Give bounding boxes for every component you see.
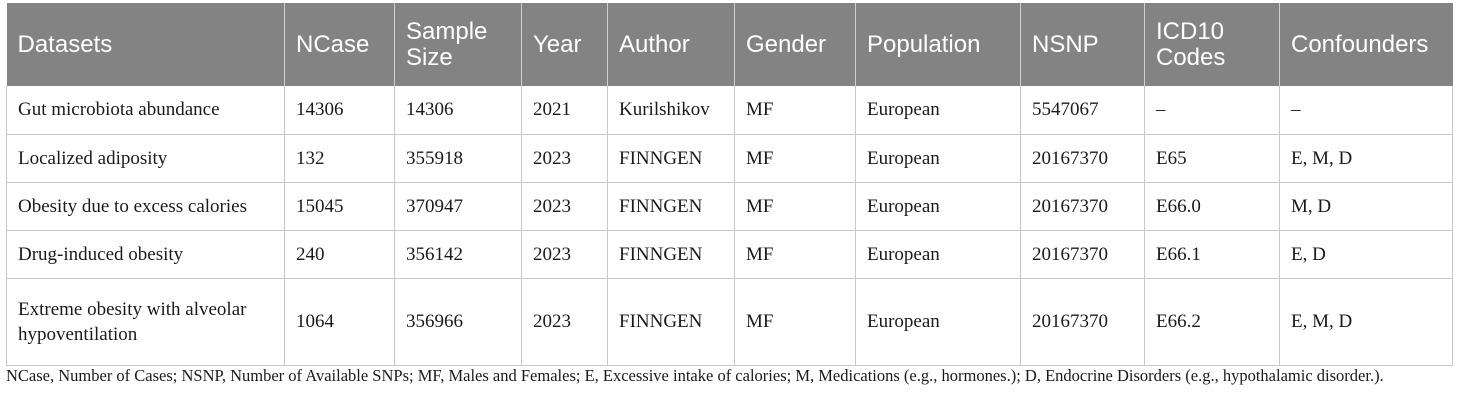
table-cell: FINNGEN bbox=[607, 230, 735, 279]
table-cell: 20167370 bbox=[1020, 230, 1145, 279]
table-cell: Kurilshikov bbox=[607, 86, 735, 135]
table-cell: 14306 bbox=[394, 86, 522, 135]
table-cell: E65 bbox=[1144, 134, 1280, 183]
table-cell: FINNGEN bbox=[607, 134, 735, 183]
table-cell: European bbox=[855, 230, 1021, 279]
table-cell: MF bbox=[734, 182, 856, 231]
table-cell: European bbox=[855, 182, 1021, 231]
table-cell: 132 bbox=[284, 134, 395, 183]
table-cell: Localized adiposity bbox=[6, 134, 285, 183]
column-header-gender: Gender bbox=[734, 3, 856, 86]
table-row: Drug-induced obesity 240 356142 2023 FIN… bbox=[6, 230, 1453, 279]
table-cell: Drug-induced obesity bbox=[6, 230, 285, 279]
table-cell: 356142 bbox=[394, 230, 522, 279]
table-cell: 5547067 bbox=[1020, 86, 1145, 135]
table-cell: 20167370 bbox=[1020, 278, 1145, 366]
column-header-sample-size: Sample Size bbox=[394, 3, 522, 86]
table-cell: 20167370 bbox=[1020, 182, 1145, 231]
table-cell: MF bbox=[734, 86, 856, 135]
table-cell: 1064 bbox=[284, 278, 395, 366]
table-cell: MF bbox=[734, 134, 856, 183]
table-cell: 240 bbox=[284, 230, 395, 279]
table-row: Gut microbiota abundance 14306 14306 202… bbox=[6, 86, 1453, 135]
table-cell: 356966 bbox=[394, 278, 522, 366]
header-row: Datasets NCase Sample Size Year Author G… bbox=[6, 3, 1453, 86]
table-cell: Obesity due to excess calories bbox=[6, 182, 285, 231]
table-cell: – bbox=[1144, 86, 1280, 135]
table-cell: 14306 bbox=[284, 86, 395, 135]
table-cell: MF bbox=[734, 230, 856, 279]
table-row: Extreme obesity with alveolar hypoventil… bbox=[6, 278, 1453, 366]
table-cell: 2023 bbox=[521, 134, 608, 183]
table-cell: E66.2 bbox=[1144, 278, 1280, 366]
table-row: Obesity due to excess calories 15045 370… bbox=[6, 182, 1453, 231]
column-header-confounders: Confounders bbox=[1279, 3, 1453, 86]
table-cell: Gut microbiota abundance bbox=[6, 86, 285, 135]
table-cell: 2021 bbox=[521, 86, 608, 135]
table-cell: 2023 bbox=[521, 230, 608, 279]
table-cell: 355918 bbox=[394, 134, 522, 183]
table-cell: European bbox=[855, 86, 1021, 135]
table-cell: E, D bbox=[1279, 230, 1453, 279]
datasets-table: Datasets NCase Sample Size Year Author G… bbox=[6, 3, 1453, 366]
table-cell: 2023 bbox=[521, 182, 608, 231]
table-cell: E66.1 bbox=[1144, 230, 1280, 279]
table-cell: M, D bbox=[1279, 182, 1453, 231]
column-header-nsnp: NSNP bbox=[1020, 3, 1145, 86]
table-container: Datasets NCase Sample Size Year Author G… bbox=[6, 3, 1453, 366]
table-cell: 15045 bbox=[284, 182, 395, 231]
table-footnote: NCase, Number of Cases; NSNP, Number of … bbox=[6, 366, 1384, 385]
table-cell: European bbox=[855, 134, 1021, 183]
table-cell: E, M, D bbox=[1279, 134, 1453, 183]
table-cell: FINNGEN bbox=[607, 182, 735, 231]
table-row: Localized adiposity 132 355918 2023 FINN… bbox=[6, 134, 1453, 183]
table-cell: 2023 bbox=[521, 278, 608, 366]
column-header-population: Population bbox=[855, 3, 1021, 86]
table-cell: 370947 bbox=[394, 182, 522, 231]
table-cell: European bbox=[855, 278, 1021, 366]
column-header-year: Year bbox=[521, 3, 608, 86]
column-header-datasets: Datasets bbox=[6, 3, 285, 86]
column-header-author: Author bbox=[607, 3, 735, 86]
table-cell: Extreme obesity with alveolar hypoventil… bbox=[6, 278, 285, 366]
table-cell: E, M, D bbox=[1279, 278, 1453, 366]
table-cell: E66.0 bbox=[1144, 182, 1280, 231]
column-header-icd10-codes: ICD10 Codes bbox=[1144, 3, 1280, 86]
column-header-ncase: NCase bbox=[284, 3, 395, 86]
table-cell: MF bbox=[734, 278, 856, 366]
table-cell: 20167370 bbox=[1020, 134, 1145, 183]
table-cell: FINNGEN bbox=[607, 278, 735, 366]
table-cell: – bbox=[1279, 86, 1453, 135]
